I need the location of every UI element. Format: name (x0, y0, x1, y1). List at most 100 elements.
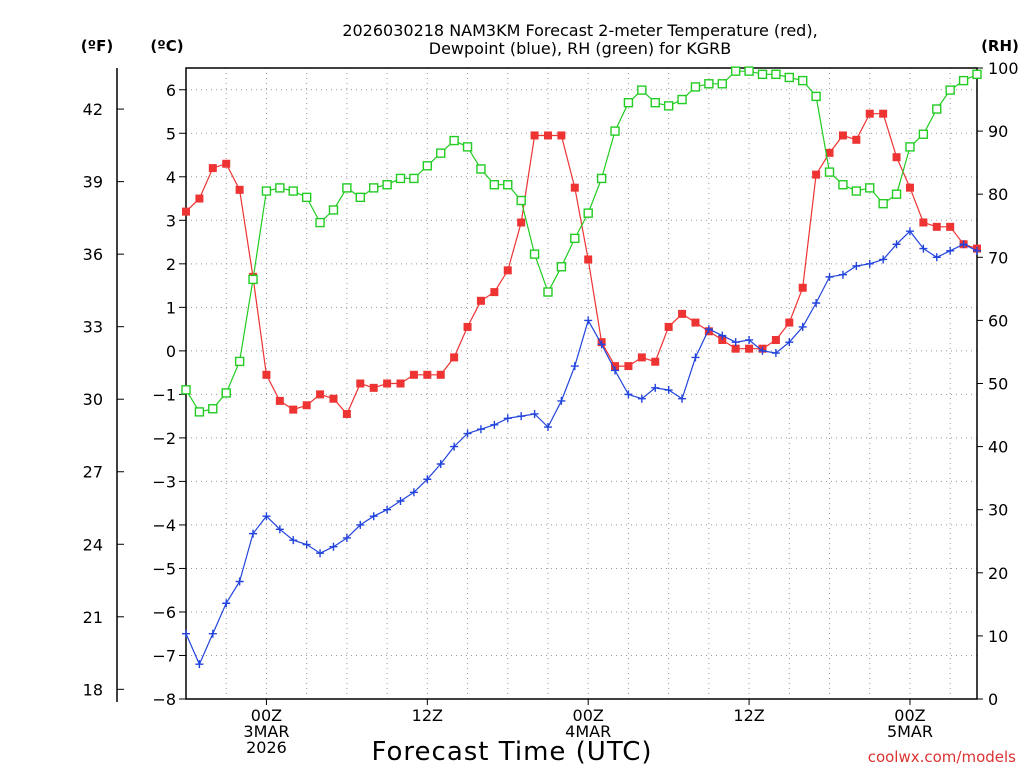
rh-point (878, 198, 888, 209)
x-tick-label: 5MAR (887, 722, 933, 741)
temperature-point (651, 357, 660, 366)
dewpoint-point (758, 346, 767, 355)
dewpoint-point (543, 423, 552, 432)
rh-tick-label: 40 (988, 438, 1008, 457)
dewpoint-point (235, 577, 244, 586)
dewpoint-point (329, 542, 338, 551)
temperature-point (838, 131, 847, 140)
temperature-point (423, 370, 432, 379)
rh-point (918, 129, 929, 139)
rh-point (717, 79, 727, 89)
rh-point (301, 192, 312, 203)
rh-point (757, 69, 768, 80)
dewpoint-point (718, 331, 727, 340)
dewpoint-point (249, 529, 258, 538)
temperature-point (932, 222, 941, 231)
dewpoint-point (182, 629, 190, 638)
temperature-point (637, 353, 646, 362)
temperature-point (383, 379, 392, 388)
temperature-point (262, 370, 271, 379)
rh-tick-label: 60 (988, 311, 1008, 330)
x-tick-label: 3MAR (243, 722, 289, 741)
celsius-tick-label: 3 (166, 211, 176, 230)
temperature-point (275, 396, 284, 405)
dewpoint-point (369, 512, 378, 521)
temperature-point (785, 318, 794, 327)
dewpoint-point (302, 540, 311, 549)
rh-tick-label: 30 (988, 501, 1008, 520)
fahrenheit-tick-label: 42 (83, 100, 103, 119)
temperature-point (235, 185, 244, 194)
rh-point (422, 161, 433, 171)
dewpoint-c-line (185, 230, 978, 666)
rh-point (275, 183, 285, 193)
dewpoint-point (275, 525, 284, 534)
rh-point (891, 189, 902, 199)
x-tick-label: 00Z (251, 706, 282, 725)
rh-point (315, 217, 325, 228)
temperature-point (611, 362, 620, 371)
celsius-tick-label: −6 (152, 603, 176, 622)
dewpoint-point (423, 475, 432, 484)
celsius-tick-label: −5 (152, 559, 176, 578)
fahrenheit-tick-label: 33 (83, 318, 103, 337)
temperature-point (302, 401, 311, 410)
temperature-point (182, 207, 190, 216)
dewpoint-point (731, 338, 740, 347)
dewpoint-point (557, 396, 566, 405)
dewpoint-point (892, 240, 901, 249)
temperature-point (919, 218, 928, 227)
rh-point (865, 183, 875, 193)
celsius-tick-label: 5 (166, 124, 176, 143)
dewpoint-point (530, 409, 539, 418)
dewpoint-point (691, 353, 700, 362)
rh-point (958, 75, 969, 86)
temperature-point (530, 131, 539, 140)
temperature-point (852, 135, 861, 144)
temperature-point (450, 353, 459, 362)
dewpoint-point (812, 298, 821, 307)
dewpoint-point (919, 244, 928, 253)
rh-point (194, 407, 205, 417)
fahrenheit-tick-label: 36 (83, 245, 103, 264)
dewpoint-point (771, 349, 780, 358)
x-tick-label: 00Z (894, 706, 925, 725)
dewpoint-point (383, 505, 392, 514)
axes: 6543210−1−2−3−4−5−6−7−842393633302724211… (83, 59, 1019, 757)
dewpoint-point (973, 246, 981, 255)
temperature-point (718, 335, 727, 344)
rh-point (650, 98, 660, 108)
rh-point (583, 208, 593, 218)
celsius-tick-label: −4 (152, 516, 176, 535)
temperature-point (892, 153, 901, 162)
temperature-point (409, 370, 418, 379)
dewpoint-point (852, 262, 861, 271)
x-axis-title: Forecast Time (UTC) (371, 737, 652, 767)
dewpoint-point (436, 460, 445, 469)
celsius-tick-label: 2 (166, 255, 176, 274)
temperature-point (463, 322, 472, 331)
temperature-point (476, 296, 485, 305)
dewpoint-point (503, 414, 512, 423)
rh-point (261, 186, 272, 196)
rh-tick-label: 50 (988, 375, 1008, 394)
temperature-point (289, 405, 298, 414)
dewpoint-point (905, 227, 914, 236)
temperature-point (436, 370, 445, 379)
dewpoint-point (865, 259, 874, 268)
temperature-point (396, 379, 405, 388)
dewpoint-point (409, 488, 418, 497)
rh-point (771, 69, 781, 80)
x-tick-label: 12Z (733, 706, 764, 725)
temperature-point (771, 335, 780, 344)
temperature-point (664, 322, 673, 331)
rh-tick-label: 20 (988, 564, 1008, 583)
dewpoint-point (476, 425, 485, 434)
rh-point (395, 173, 406, 184)
rh-point (516, 195, 526, 206)
rh-point (704, 79, 714, 89)
dewpoint-point (222, 599, 231, 608)
rh-tick-label: 80 (988, 185, 1008, 204)
celsius-tick-label: −8 (152, 690, 176, 709)
